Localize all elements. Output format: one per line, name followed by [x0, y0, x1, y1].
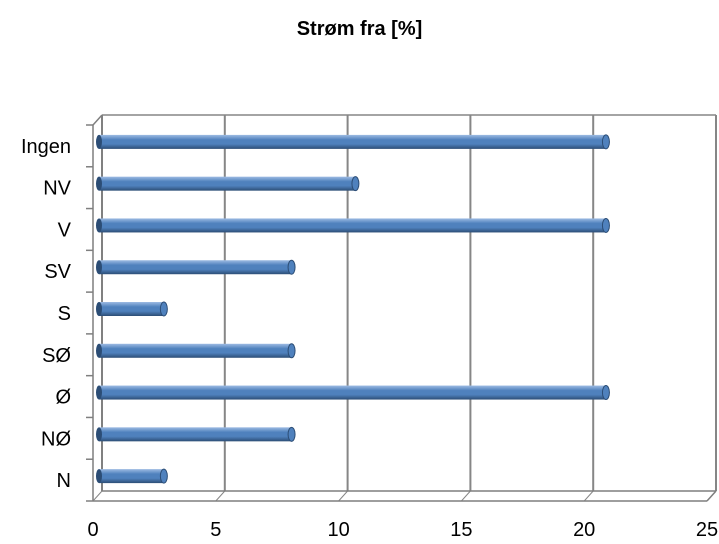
bars — [96, 134, 610, 484]
y-tick-label-N: N — [57, 470, 71, 492]
bar-cap-right-N — [159, 468, 168, 484]
bar-body-NØ — [99, 427, 292, 442]
bar-cap-right-NØ — [287, 426, 296, 442]
y-axis-top-edge — [92, 114, 103, 126]
bar-cap-right-S — [159, 301, 168, 317]
bar-body-V — [99, 218, 606, 233]
bar-S — [96, 301, 168, 317]
bar-cap-right-NV — [351, 176, 360, 192]
y-tick-label-Ingen: Ingen — [21, 136, 71, 158]
y-tick-label-SØ: SØ — [42, 345, 71, 367]
x-tick-label-15: 15 — [450, 519, 472, 541]
bar-cap-left-NV — [96, 176, 102, 191]
bar-cap-right-SV — [287, 259, 296, 275]
bar-SØ — [96, 343, 296, 359]
bar-V — [96, 217, 610, 233]
bar-cap-left-Ingen — [96, 134, 102, 149]
bar-body-SØ — [99, 343, 292, 358]
bar-body-Ø — [99, 385, 606, 400]
x-tick-label-10: 10 — [327, 519, 349, 541]
bar-Ø — [96, 385, 610, 401]
tick-labels: N NØ Ø SØ S SV V NV Ingen 0 5 10 15 20 25 — [21, 136, 718, 541]
y-tick-label-NV: NV — [43, 178, 71, 200]
x-tick-label-5: 5 — [210, 519, 221, 541]
chart-title: Strøm fra [%] — [296, 18, 423, 40]
bar-cap-left-S — [96, 302, 102, 316]
x-tick-label-25: 25 — [696, 519, 718, 541]
axes — [86, 114, 717, 502]
x-tick-label-20: 20 — [573, 519, 595, 541]
bar-cap-left-V — [96, 218, 102, 233]
bar-body-N — [99, 469, 164, 484]
bar-cap-right-SØ — [287, 343, 296, 359]
bar-body-SV — [99, 260, 292, 275]
y-tick-label-V: V — [58, 219, 72, 241]
x-axis-right-edge — [706, 490, 717, 502]
grid-lines — [92, 114, 717, 502]
bar-cap-left-NØ — [96, 427, 102, 442]
y-tick-label-SV: SV — [44, 261, 71, 283]
bar-Ingen — [96, 134, 610, 150]
bar-body-S — [99, 302, 164, 316]
bar-SV — [96, 259, 296, 275]
bar-cap-left-SV — [96, 260, 102, 275]
x-tick-label-0: 0 — [87, 519, 98, 541]
floor-line-10 — [338, 490, 348, 502]
bar-NV — [96, 176, 360, 192]
floor-line-20 — [583, 490, 594, 502]
y-tick-label-S: S — [58, 303, 71, 325]
bar-cap-right-Ingen — [601, 134, 610, 150]
floor-line-5 — [215, 490, 226, 502]
y-tick-label-Ø: Ø — [55, 387, 71, 409]
bar-cap-left-SØ — [96, 343, 102, 358]
bar-N — [96, 468, 168, 484]
bar-body-NV — [99, 176, 356, 191]
bar-NØ — [96, 426, 296, 442]
bar-cap-right-V — [601, 217, 610, 233]
bar-cap-left-Ø — [96, 385, 102, 400]
bar-cap-left-N — [96, 469, 102, 484]
floor-line-15 — [461, 490, 471, 502]
bar-body-Ingen — [99, 134, 606, 149]
bar-cap-right-Ø — [601, 385, 610, 401]
y-tick-label-NØ: NØ — [41, 428, 71, 450]
floor-line-0 — [92, 490, 103, 502]
